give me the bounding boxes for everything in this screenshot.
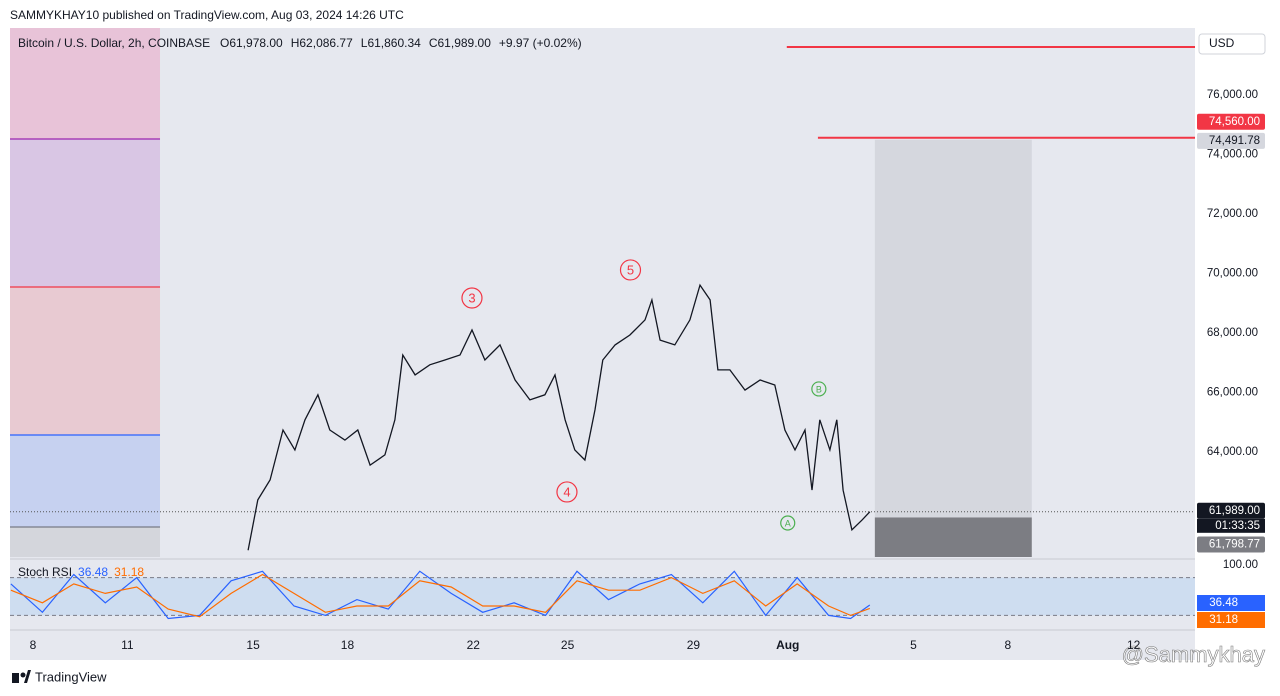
wave-label-circle	[556, 481, 578, 503]
x-tick-label: 29	[687, 638, 701, 652]
stoch-tag-bg	[1197, 612, 1265, 628]
watermark: @Sammykhay	[1122, 642, 1265, 667]
last-price-tag-bg	[1197, 502, 1265, 519]
x-tick-label: 22	[467, 638, 481, 652]
position-stop	[874, 517, 1032, 557]
wave-label-circle	[811, 381, 827, 397]
position-target	[874, 139, 1032, 518]
wave-label-circle	[461, 287, 483, 309]
y-tick-label: 64,000.00	[1207, 446, 1258, 458]
wave-label: 3	[468, 290, 475, 305]
zone	[10, 526, 161, 557]
symbol-title: Bitcoin / U.S. Dollar, 2h, COINBASE	[18, 36, 210, 50]
x-tick-label: 8	[1005, 638, 1012, 652]
x-tick-label: 8	[30, 638, 37, 652]
ohlc-change: +9.97 (+0.02%)	[499, 36, 582, 50]
entry-tag: 61,798.77	[1209, 538, 1260, 550]
x-tick-label: 5	[910, 638, 917, 652]
countdown-bg	[1197, 518, 1265, 533]
x-tick-label: Aug	[776, 638, 799, 652]
y-tick-label: 72,000.00	[1207, 208, 1258, 220]
y-tick-label: 76,000.00	[1207, 89, 1258, 101]
tv-logo	[12, 670, 31, 683]
stoch-tick-label: 100.00	[1223, 559, 1258, 571]
stoch-title: Stoch RSI	[18, 565, 72, 579]
zone	[10, 138, 161, 287]
x-tick-label: 18	[341, 638, 355, 652]
last-price-tag: 61,989.00	[1209, 505, 1260, 517]
stoch-value: 31.18	[114, 565, 144, 579]
zone	[10, 286, 161, 435]
wave-label: B	[816, 384, 822, 394]
currency: USD	[1209, 36, 1235, 50]
x-tick-label: 15	[246, 638, 260, 652]
wave-label: 5	[627, 262, 634, 277]
stoch-band	[10, 577, 1195, 616]
wave-label-circle	[619, 259, 642, 281]
y-tick-label: 74,000.00	[1207, 148, 1258, 160]
price-line	[247, 283, 871, 551]
stoch-tag: 31.18	[1209, 614, 1238, 626]
brand: TradingView	[35, 669, 107, 684]
ohlc-close: C61,989.00	[429, 36, 491, 50]
entry-tag-bg	[1197, 536, 1265, 553]
wave-label: 4	[563, 484, 570, 499]
logo-part	[12, 673, 19, 683]
level-tag-bg	[1197, 113, 1265, 130]
level-tag: 74,560.00	[1209, 116, 1260, 128]
y-tick-label: 68,000.00	[1207, 327, 1258, 339]
logo-part	[20, 672, 26, 678]
stoch-line	[10, 573, 871, 618]
publisher: SAMMYKHAY10 published on TradingView.com…	[10, 8, 404, 22]
x-tick-label: 11	[121, 638, 134, 652]
stoch-line	[10, 570, 871, 620]
stoch-tag: 36.48	[1209, 597, 1238, 609]
x-tick-label: 12	[1127, 638, 1141, 652]
zone	[10, 28, 161, 139]
wave-label-circle	[780, 515, 796, 531]
target-tag-bg	[1197, 132, 1265, 149]
stoch-value: 36.48	[78, 565, 108, 579]
price-axis: 64,000.00 66,000.00 68,000.00 70,000.00 72,0…	[1207, 89, 1258, 458]
stoch-tag-bg	[1197, 595, 1265, 611]
y-tick-label: 70,000.00	[1207, 267, 1258, 279]
wave-label: A	[785, 518, 791, 528]
ohlc-open: O61,978.00	[220, 36, 283, 50]
x-tick-label: 25	[561, 638, 575, 652]
logo-part	[24, 670, 31, 683]
ohlc-high: H62,086.77	[291, 36, 353, 50]
countdown: 01:33:35	[1215, 520, 1260, 532]
target-tag: 74,491.78	[1209, 135, 1260, 147]
currency-box	[1198, 33, 1266, 55]
zone	[10, 434, 161, 527]
ohlc-low: L61,860.34	[361, 36, 421, 50]
y-tick-label: 66,000.00	[1207, 386, 1258, 398]
